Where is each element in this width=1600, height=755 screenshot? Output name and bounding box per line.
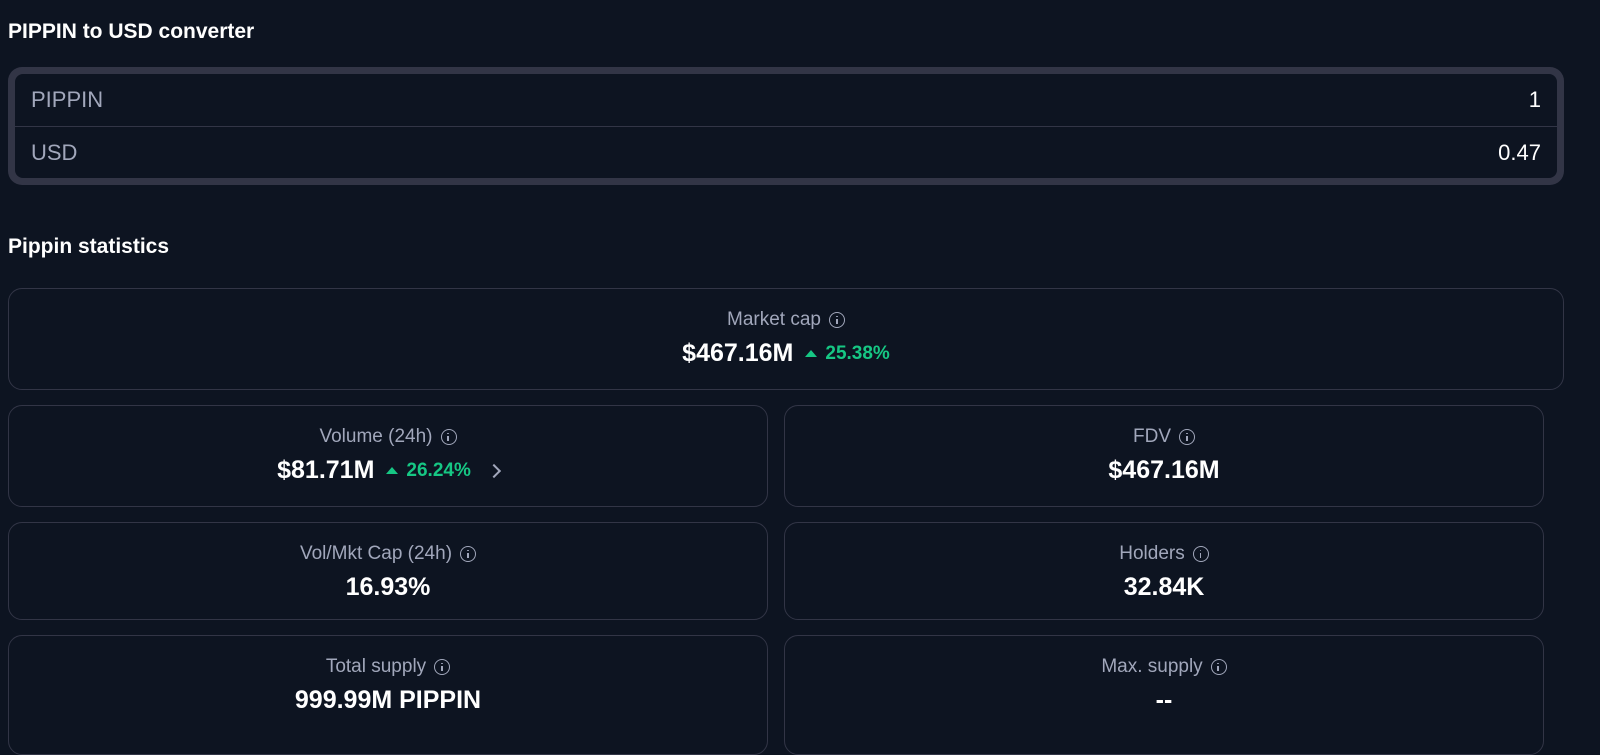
- converter-amount-input[interactable]: 0.47: [1498, 139, 1541, 165]
- total-supply-card: Total supply 999.99M PIPPIN: [8, 635, 768, 755]
- holders-label: Holders: [1119, 543, 1185, 564]
- chevron-right-icon[interactable]: [486, 463, 501, 478]
- total-supply-label: Total supply: [325, 656, 427, 677]
- info-icon[interactable]: [828, 312, 845, 328]
- total-supply-value: 999.99M PIPPIN: [294, 686, 482, 714]
- market-cap-change-value: 25.38%: [825, 342, 890, 364]
- max-supply-card: Max. supply --: [784, 635, 1544, 755]
- vol-mkt-cap-card: Vol/Mkt Cap (24h) 16.93%: [8, 522, 768, 620]
- volume-change: 26.24%: [386, 459, 471, 482]
- converter-currency-label: USD: [31, 139, 78, 165]
- converter-row-pippin[interactable]: PIPPIN 1: [15, 74, 1557, 126]
- caret-up-icon: [805, 350, 818, 357]
- converter-row-usd[interactable]: USD 0.47: [15, 126, 1557, 178]
- holders-value: 32.84K: [1123, 573, 1205, 601]
- holders-card: Holders 32.84K: [784, 522, 1544, 620]
- volume-card[interactable]: Volume (24h) $81.71M 26.24%: [8, 405, 768, 507]
- statistics-title: Pippin statistics: [8, 235, 170, 258]
- market-cap-card: Market cap $467.16M 25.38%: [8, 288, 1564, 390]
- market-cap-label: Market cap: [727, 309, 821, 330]
- market-cap-value: $467.16M: [682, 339, 794, 367]
- info-icon[interactable]: [1192, 546, 1209, 562]
- info-icon[interactable]: [440, 429, 457, 445]
- info-icon[interactable]: [434, 659, 451, 675]
- info-icon[interactable]: [1179, 429, 1195, 445]
- vol-mkt-cap-value: 16.93%: [345, 573, 431, 601]
- converter-panel: PIPPIN 1 USD 0.47: [8, 67, 1564, 185]
- vol-mkt-cap-label: Vol/Mkt Cap (24h): [299, 543, 453, 564]
- caret-up-icon: [386, 467, 399, 474]
- max-supply-value: --: [1155, 686, 1173, 714]
- volume-value: $81.71M: [277, 456, 375, 484]
- fdv-card: FDV $467.16M: [784, 405, 1544, 507]
- max-supply-label: Max. supply: [1101, 656, 1203, 677]
- converter-currency-label: PIPPIN: [31, 87, 104, 112]
- volume-label: Volume (24h): [319, 426, 433, 447]
- converter-title: PIPPIN to USD converter: [8, 20, 255, 43]
- info-icon[interactable]: [1210, 659, 1227, 675]
- fdv-value: $467.16M: [1108, 456, 1220, 484]
- fdv-label: FDV: [1133, 426, 1171, 447]
- volume-change-value: 26.24%: [406, 459, 471, 481]
- market-cap-change: 25.38%: [805, 342, 890, 365]
- converter-amount-input[interactable]: 1: [1528, 87, 1541, 112]
- info-icon[interactable]: [460, 546, 477, 562]
